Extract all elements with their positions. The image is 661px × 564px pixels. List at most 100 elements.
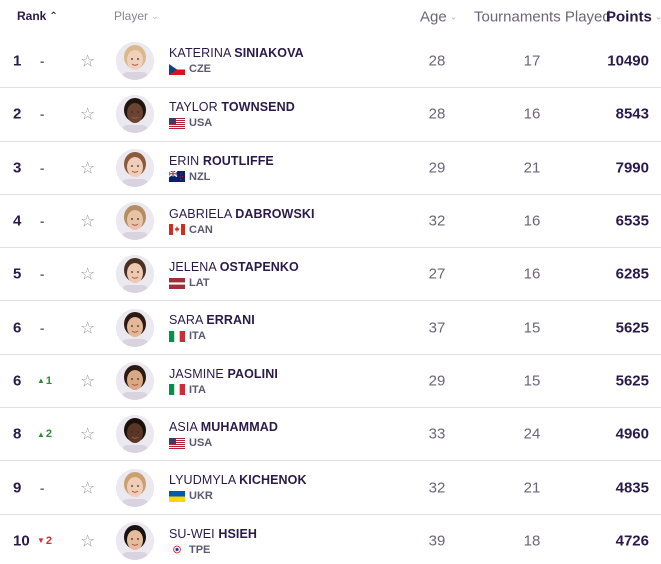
table-row[interactable]: 4 - ☆ GABRIELA DABROWSKI CAN 32 16 6535 (0, 193, 661, 247)
rank-number: 8 (13, 425, 22, 443)
star-icon[interactable]: ☆ (80, 104, 96, 124)
star-icon[interactable]: ☆ (80, 318, 96, 338)
player-age: 32 (428, 479, 446, 497)
avatar[interactable] (116, 521, 154, 560)
flag-icon (169, 437, 185, 449)
player-name[interactable]: JASMINE PAOLINI (169, 367, 278, 381)
tournaments-played: 16 (523, 212, 541, 230)
age-column-header[interactable]: Age ⌄ (420, 8, 457, 26)
star-icon[interactable]: ☆ (80, 424, 96, 444)
table-row[interactable]: 5 - ☆ JELENA OSTAPENKO LAT 27 16 6285 (0, 247, 661, 300)
avatar[interactable] (116, 468, 154, 507)
avatar[interactable] (116, 308, 154, 347)
flag-icon (169, 544, 185, 556)
avatar[interactable] (116, 361, 154, 400)
table-row[interactable]: 1 - ☆ KATERINA SINIAKOVA CZE 28 17 10490 (0, 34, 661, 87)
player-country: ITA (169, 384, 206, 396)
rank-number: 3 (13, 159, 22, 177)
table-row[interactable]: 10 ▼ 2 ☆ SU-WEI HSIEH TPE 39 18 4726 (0, 513, 661, 564)
player-points: 4726 (615, 532, 649, 550)
chevron-down-icon: ⌄ (654, 11, 661, 22)
rankings-table-body: 1 - ☆ KATERINA SINIAKOVA CZE 28 17 10490… (0, 34, 661, 564)
player-country: CZE (169, 63, 211, 75)
chevron-down-icon: ⌄ (151, 10, 159, 21)
avatar[interactable] (116, 95, 154, 134)
rank-column-header[interactable]: Rank ⌃ (17, 9, 58, 23)
player-name[interactable]: SARA ERRANI (169, 313, 255, 327)
star-icon[interactable]: ☆ (80, 371, 96, 391)
player-country: NZL (169, 171, 210, 183)
table-row[interactable]: 6 - ☆ SARA ERRANI ITA 37 15 5625 (0, 300, 661, 353)
player-country: TPE (169, 544, 210, 556)
country-code: TPE (189, 543, 211, 556)
player-age: 28 (428, 52, 446, 70)
star-icon[interactable]: ☆ (80, 478, 96, 498)
player-column-header[interactable]: Player ⌄ (114, 9, 159, 23)
player-name[interactable]: ASIA MUHAMMAD (169, 420, 278, 434)
player-last-name: DABROWSKI (235, 206, 315, 221)
player-last-name: OSTAPENKO (219, 260, 299, 275)
points-column-header[interactable]: Points ⌄ (606, 9, 661, 26)
avatar[interactable] (116, 202, 154, 241)
tournaments-played: 17 (523, 52, 541, 70)
player-name[interactable]: TAYLOR TOWNSEND (169, 100, 295, 114)
player-age: 37 (428, 319, 446, 337)
country-code: NZL (189, 170, 211, 183)
flag-icon (169, 63, 185, 75)
tournaments-played: 21 (523, 479, 541, 497)
rank-movement-value: 2 (45, 534, 53, 547)
avatar[interactable] (116, 255, 154, 294)
player-age: 29 (428, 372, 446, 390)
flag-icon (169, 384, 185, 396)
player-age: 33 (428, 425, 446, 443)
player-first-name: LYUDMYLA (169, 473, 236, 488)
avatar[interactable] (116, 148, 154, 187)
avatar[interactable] (116, 415, 154, 454)
table-row[interactable]: 8 ▲ 2 ☆ ASIA MUHAMMAD USA 33 24 4960 (0, 407, 661, 460)
player-age: 39 (428, 532, 446, 550)
tournaments-played: 21 (523, 159, 541, 177)
rank-movement: - (40, 213, 45, 229)
rank-movement: ▲ 2 (37, 428, 52, 440)
star-icon[interactable]: ☆ (80, 264, 96, 284)
age-header-label: Age (420, 8, 447, 26)
tournaments-column-header[interactable]: Tournaments Played ⌄ (474, 9, 621, 26)
player-last-name: MUHAMMAD (200, 420, 278, 435)
star-icon[interactable]: ☆ (80, 158, 96, 178)
rank-movement: - (40, 160, 45, 176)
table-row[interactable]: 2 - ☆ TAYLOR TOWNSEND USA 28 16 8543 (0, 87, 661, 140)
avatar[interactable] (116, 41, 154, 80)
rank-movement: - (40, 480, 45, 496)
arrow-up-icon: ▲ (37, 429, 45, 439)
rank-header-label: Rank (17, 9, 47, 23)
arrow-down-icon: ▼ (37, 536, 45, 546)
player-name[interactable]: JELENA OSTAPENKO (169, 260, 299, 274)
country-code: LAT (189, 277, 210, 290)
player-name[interactable]: LYUDMYLA KICHENOK (169, 473, 307, 487)
player-name[interactable]: KATERINA SINIAKOVA (169, 46, 304, 60)
table-row[interactable]: 3 - ☆ ERIN ROUTLIFFE NZL 29 21 7990 (0, 140, 661, 194)
country-code: USA (189, 437, 213, 450)
rank-movement: - (40, 320, 45, 336)
player-name[interactable]: SU-WEI HSIEH (169, 527, 257, 541)
player-last-name: SINIAKOVA (234, 46, 304, 60)
table-row[interactable]: 9 - ☆ LYUDMYLA KICHENOK UKR 32 21 4835 (0, 460, 661, 513)
country-code: USA (189, 117, 213, 130)
player-country: USA (169, 437, 212, 449)
star-icon[interactable]: ☆ (80, 531, 96, 551)
table-row[interactable]: 6 ▲ 1 ☆ JASMINE PAOLINI ITA 29 15 5625 (0, 353, 661, 407)
player-points: 8543 (615, 105, 649, 123)
player-last-name: ERRANI (206, 313, 255, 328)
player-name[interactable]: GABRIELA DABROWSKI (169, 207, 315, 221)
player-first-name: SARA (169, 313, 203, 328)
player-name[interactable]: ERIN ROUTLIFFE (169, 154, 274, 168)
star-icon[interactable]: ☆ (80, 211, 96, 231)
rank-number: 2 (13, 105, 22, 123)
player-age: 28 (428, 105, 446, 123)
player-last-name: PAOLINI (227, 366, 278, 381)
star-icon[interactable]: ☆ (80, 51, 96, 71)
rank-movement-value: 2 (45, 428, 53, 441)
player-country: ITA (169, 330, 206, 342)
player-first-name: ERIN (169, 153, 200, 168)
player-points: 6535 (615, 212, 649, 230)
